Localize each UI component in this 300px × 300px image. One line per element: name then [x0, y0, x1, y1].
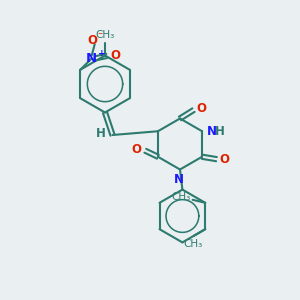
Text: O: O: [196, 102, 206, 115]
Text: N: N: [86, 52, 97, 65]
Text: CH₃: CH₃: [172, 192, 191, 203]
Text: N: N: [173, 173, 184, 186]
Text: ⁻: ⁻: [98, 31, 103, 41]
Text: H: H: [215, 125, 225, 138]
Text: O: O: [132, 143, 142, 156]
Text: O: O: [111, 50, 121, 62]
Text: H: H: [96, 127, 106, 140]
Text: CH₃: CH₃: [183, 239, 202, 249]
Text: CH₃: CH₃: [95, 30, 115, 40]
Text: O: O: [220, 153, 230, 166]
Text: +: +: [98, 49, 106, 58]
Text: O: O: [87, 34, 97, 47]
Text: N: N: [207, 125, 217, 138]
